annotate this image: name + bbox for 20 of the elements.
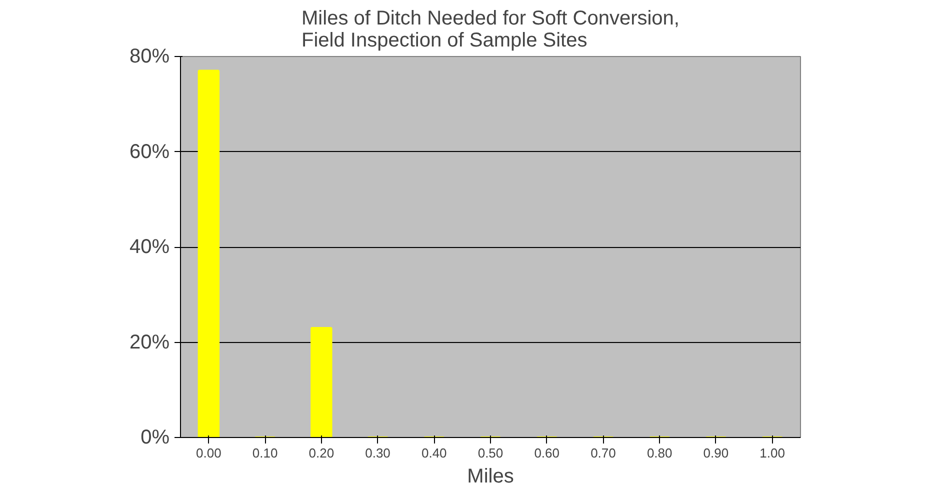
- x-tick-label: 0.10: [252, 446, 278, 460]
- bar: [198, 70, 220, 438]
- chart-title: Miles of Ditch Needed for Soft Conversion, Field Inspection of Sample Sites: [302, 8, 680, 52]
- x-tick-label: 0.60: [534, 446, 560, 460]
- y-tick-label: 0%: [140, 426, 170, 448]
- x-axis-title: Miles: [467, 466, 514, 488]
- y-tick-label: 80%: [129, 46, 170, 68]
- x-tick-label: 0.70: [590, 446, 616, 460]
- x-tick-label: 1.00: [760, 446, 785, 460]
- x-tick-label: 0.90: [703, 446, 729, 460]
- x-tick-label: 0.30: [365, 446, 390, 460]
- x-tick-label: 0.00: [196, 446, 222, 460]
- x-tick-label: 0.50: [478, 446, 504, 460]
- y-tick-label: 20%: [129, 331, 170, 354]
- bar: [310, 326, 332, 438]
- x-tick-label: 0.20: [308, 446, 334, 460]
- x-tick-label: 0.40: [421, 446, 447, 460]
- y-tick-label: 60%: [129, 140, 170, 163]
- y-tick-label: 40%: [129, 236, 170, 258]
- x-tick-label: 0.80: [646, 446, 672, 460]
